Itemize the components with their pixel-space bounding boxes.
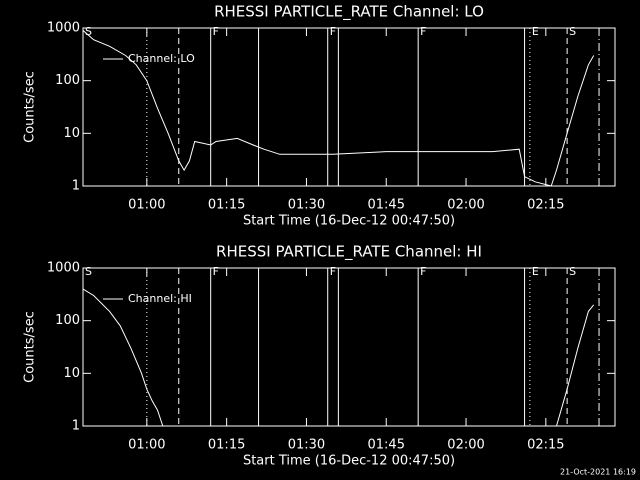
x-tick-label: 01:00 [128, 438, 165, 453]
footer: 21-Oct-2021 16:19 [560, 468, 636, 477]
y-axis-label: Counts/sec [23, 71, 38, 143]
data-line [83, 288, 595, 426]
plot-frame [82, 27, 616, 187]
x-tick-label: 01:45 [368, 198, 405, 213]
x-tick-label: 02:15 [527, 198, 564, 213]
x-tick-label: 02:00 [447, 438, 484, 453]
chart-title: RHESSI PARTICLE_RATE Channel: HI [216, 243, 482, 262]
event-label: F [420, 265, 426, 278]
event-label: S [85, 265, 92, 278]
legend-label: Channel: HI [128, 292, 192, 305]
x-tick-label: 01:15 [208, 438, 245, 453]
x-tick-label: 02:15 [527, 438, 564, 453]
y-tick-label: 100 [55, 313, 80, 328]
y-tick-label: 1 [72, 419, 80, 434]
y-tick-label: 100 [55, 73, 80, 88]
x-tick-label: 01:30 [288, 438, 325, 453]
legend-label: Channel: LO [128, 52, 195, 65]
event-label: S [85, 25, 92, 38]
event-label: F [330, 265, 336, 278]
x-axis-label: Start Time (16-Dec-12 00:47:50) [243, 454, 455, 469]
y-axis-label: Counts/sec [23, 311, 38, 383]
plot-frame [82, 267, 616, 427]
x-tick-label: 01:45 [368, 438, 405, 453]
event-label: E [532, 265, 539, 278]
y-tick-label: 1000 [47, 261, 80, 276]
y-tick-label: 1 [72, 179, 80, 194]
chart-title: RHESSI PARTICLE_RATE Channel: LO [214, 3, 484, 22]
x-tick-label: 01:15 [208, 198, 245, 213]
event-label: S [569, 25, 576, 38]
event-label: F [420, 25, 426, 38]
x-tick-label: 01:00 [128, 198, 165, 213]
y-tick-label: 10 [63, 366, 80, 381]
x-tick-label: 01:30 [288, 198, 325, 213]
event-label: F [213, 265, 219, 278]
x-axis-label: Start Time (16-Dec-12 00:47:50) [243, 214, 455, 229]
event-label: S [569, 265, 576, 278]
event-label: E [532, 25, 539, 38]
event-label: F [213, 25, 219, 38]
y-tick-label: 10 [63, 126, 80, 141]
event-label: F [330, 25, 336, 38]
x-tick-label: 02:00 [447, 198, 484, 213]
y-tick-label: 1000 [47, 21, 80, 36]
data-line [83, 30, 595, 186]
